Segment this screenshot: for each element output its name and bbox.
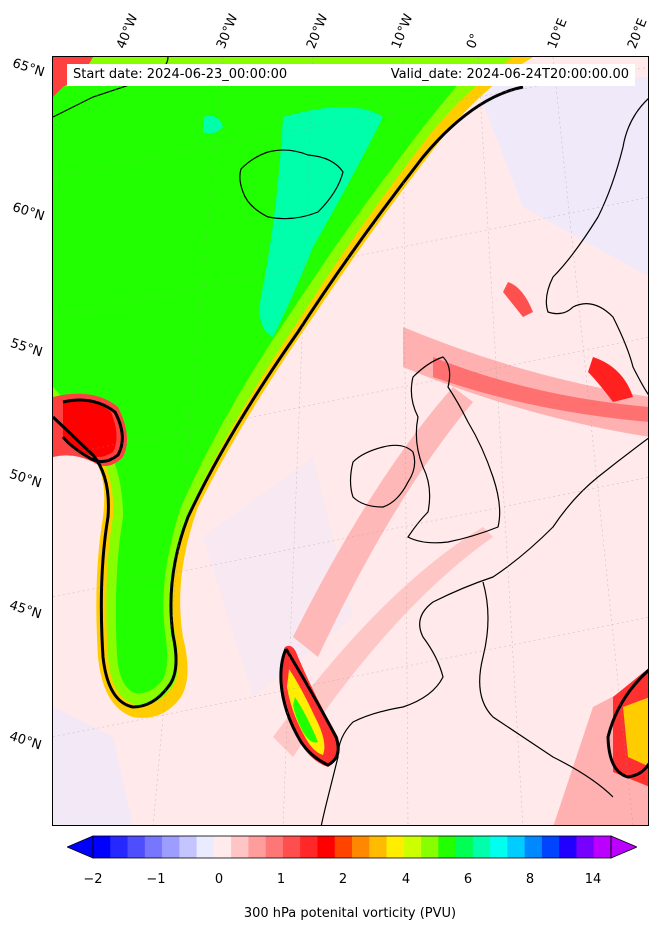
colorbar-bin [162,836,180,858]
colorbar-bin [334,836,353,858]
negative-pv-patches [53,77,648,825]
colorbar-bin [127,836,146,858]
lon-label-20e: 20°E [625,16,651,51]
lat-label-65n: 65°N [10,56,47,81]
colorbar-tick: 0 [214,872,224,887]
colorbar-bin [421,836,439,858]
coastlines [53,57,648,825]
colorbar-bin [196,836,215,858]
colorbar-bin [317,836,336,858]
colorbar-bin [507,836,526,858]
lat-label-40n: 40°N [7,729,44,754]
valid-date-label: Valid_date: 2024-06-24T20:00:00.00 [390,67,629,82]
lat-label-50n: 50°N [7,467,44,492]
colorbar-bin [593,836,612,858]
colorbar-tick: 2 [338,872,348,887]
lon-label-10e: 10°E [545,16,571,51]
continent-coast [320,437,648,825]
colorbar-bin [541,836,560,858]
colorbar-tick: 4 [401,872,411,887]
colorbar-tick: 14 [584,872,602,887]
colorbar-bin [110,836,129,858]
pv-streaks [273,282,648,825]
lat-label-55n: 55°N [8,336,45,361]
colorbar-bin [455,836,474,858]
colorbar-bin [524,836,543,858]
map-panel [52,56,649,826]
date-info-box: Start date: 2024-06-23_00:00:00 Valid_da… [67,64,635,86]
colorbar-bin [282,836,301,858]
colorbar-extend-min [67,835,94,859]
colorbar-bin [576,836,595,858]
colorbar-bin [438,836,457,858]
colorbar-bin [403,836,422,858]
pv-field-map [53,57,648,825]
colorbar-bin [213,836,232,858]
lon-label-30w: 30°W [214,12,242,51]
ireland-coast [349,444,416,508]
colorbar-tick: 6 [463,872,473,887]
colorbar-bin [248,836,267,858]
colorbar-tick: 1 [276,872,286,887]
colorbar-bin [386,836,405,858]
colorbar-bin [472,836,491,858]
colorbar-tick: 8 [525,872,535,887]
lon-label-0: 0° [464,31,484,51]
lon-label-20w: 20°W [304,12,332,51]
lon-label-40w: 40°W [114,12,142,51]
colorbar-tick: −2 [83,872,103,887]
colorbar [67,835,637,859]
graticule [53,57,648,825]
start-date-label: Start date: 2024-06-23_00:00:00 [73,67,288,82]
britain-coast [407,356,501,544]
colorbar-bin [93,836,111,858]
colorbar-bin [144,836,163,858]
iberia-interior [479,581,614,798]
colorbar-bin [352,836,370,858]
colorbar-bin [559,836,577,858]
colorbar-bin [369,836,388,858]
colorbar-bin [300,836,318,858]
colorbar-bin [179,836,198,858]
scandinavia-coast [545,98,648,396]
lat-label-60n: 60°N [10,200,47,225]
colorbar-bin [265,836,284,858]
lon-label-10w: 10°W [389,12,417,51]
lat-label-45n: 45°N [7,598,44,623]
colorbar-bin [490,836,508,858]
colorbar-label: 300 hPa potenital vorticity (PVU) [243,906,457,921]
colorbar-extend-max [610,835,637,859]
colorbar-bin [231,836,249,858]
colorbar-tick: −1 [146,872,166,887]
colorbar-border [92,835,612,859]
iceland-coast [239,149,344,220]
